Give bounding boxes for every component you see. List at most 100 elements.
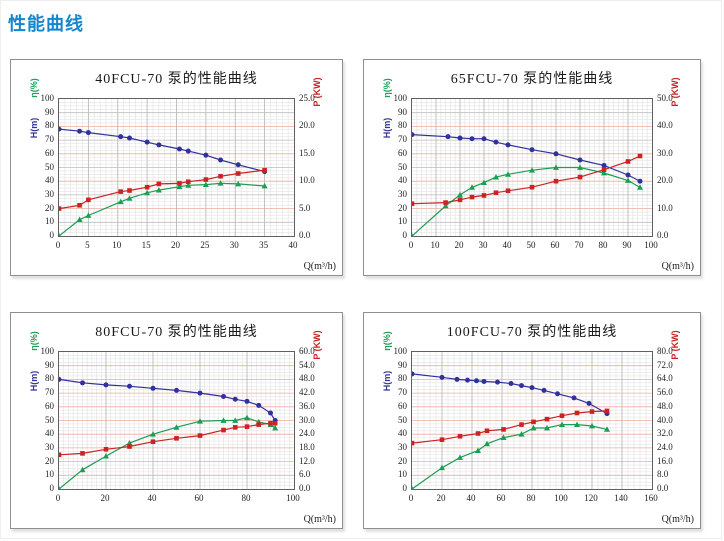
- right-axis-tick-label: 10.0: [657, 202, 673, 213]
- x-axis-tick-label: 0: [408, 240, 414, 250]
- pump-curve-chart-40fcu70: 40FCU-70 泵的性能曲线 η(%) H(m) P (KW) Q(m³/h)…: [10, 59, 343, 276]
- right-axis-tick-label: 56.0: [657, 387, 673, 398]
- x-axis-tick-label: 120: [584, 493, 598, 503]
- x-axis-tick-label: 50: [526, 240, 536, 250]
- chart-canvas: [59, 99, 294, 236]
- right-axis-tick-label: 6.0: [299, 469, 311, 480]
- x-axis-tick-label: 0: [55, 240, 61, 250]
- right-axis-tick-label: 30.0: [657, 147, 673, 158]
- left-axis-tick-label: 80: [45, 120, 54, 131]
- left-axis-tick-label: 60: [45, 147, 54, 158]
- x-axis-tick-label: 60: [550, 240, 560, 250]
- left-axis-tick-label: 20: [45, 202, 54, 213]
- left-axis-tick-label: 0: [49, 230, 55, 240]
- x-axis-tick-label: 80: [241, 493, 251, 503]
- left-axis-tick-label: 100: [40, 93, 55, 103]
- left-axis-tick-label: 80: [45, 373, 54, 384]
- pump-curve-chart-100fcu70: 100FCU-70 泵的性能曲线 η(%) H(m) P (KW) Q(m³/h…: [363, 312, 701, 529]
- right-axis-tick-label: 10.0: [299, 175, 315, 186]
- left-axis-tick-label: 100: [40, 346, 55, 356]
- x-axis-tick-label: 60: [496, 493, 506, 503]
- x-axis-tick-label: 20: [171, 240, 180, 250]
- x-axis-tick-label: 40: [288, 240, 298, 250]
- pump-curve-chart-65fcu70: 65FCU-70 泵的性能曲线 η(%) H(m) P (KW) Q(m³/h)…: [363, 59, 701, 276]
- charts-grid: 40FCU-70 泵的性能曲线 η(%) H(m) P (KW) Q(m³/h)…: [10, 59, 701, 529]
- x-axis-label: Q(m³/h): [303, 514, 336, 525]
- plot-area: [58, 351, 295, 490]
- left-axis-tick-label: 70: [398, 387, 407, 398]
- right-axis-tick-label: 48.0: [657, 400, 673, 411]
- x-axis-tick-label: 80: [526, 493, 536, 503]
- x-axis-tick-label: 0: [408, 493, 414, 503]
- x-axis-tick-label: 15: [141, 240, 151, 250]
- left-axis-tick-label: 40: [398, 175, 407, 186]
- left-axis-tick-label: 80: [398, 373, 407, 384]
- chart-title: 40FCU-70 泵的性能曲线: [95, 72, 258, 87]
- x-axis-tick-label: 10: [430, 240, 440, 250]
- plot-area: [58, 98, 295, 237]
- right-axis-tick-label: 0.0: [657, 230, 669, 240]
- x-axis-tick-label: 160: [644, 493, 658, 503]
- x-axis-label: Q(m³/h): [661, 261, 694, 272]
- x-axis-tick-label: 90: [622, 240, 632, 250]
- left-axis-tick-label: 20: [398, 455, 407, 466]
- right-axis-tick-label: 54.0: [299, 359, 315, 370]
- x-axis-tick-label: 35: [259, 240, 269, 250]
- right-axis-tick-label: 36.0: [299, 400, 315, 411]
- left-axis-tick-label: 50: [398, 161, 407, 172]
- right-axis-tick-label: 64.0: [657, 373, 673, 384]
- x-axis-tick-label: 100: [286, 493, 300, 503]
- right-axis-tick-label: 50.0: [657, 93, 673, 103]
- left-axis-tick-label: 30: [398, 188, 407, 199]
- chart-canvas: [412, 352, 652, 489]
- left-axis-tick-label: 70: [398, 134, 407, 145]
- left-axis-tick-label: 70: [45, 134, 54, 145]
- right-axis-tick-label: 32.0: [657, 428, 673, 439]
- left-axis-tick-label: 100: [393, 93, 408, 103]
- chart-canvas: [59, 352, 294, 489]
- right-axis-power-label: P (KW): [312, 77, 322, 107]
- x-axis-tick-label: 70: [574, 240, 584, 250]
- left-axis-tick-label: 10: [45, 216, 54, 227]
- x-axis-tick-label: 30: [229, 240, 239, 250]
- left-axis-tick-label: 0: [49, 483, 55, 493]
- right-axis-tick-label: 20.0: [657, 175, 673, 186]
- right-axis-tick-label: 20.0: [299, 120, 315, 131]
- right-axis-tick-label: 0.0: [299, 230, 311, 240]
- right-axis-tick-label: 42.0: [299, 387, 315, 398]
- right-axis-tick-label: 16.0: [657, 455, 673, 466]
- left-axis-tick-label: 60: [398, 147, 407, 158]
- left-axis-tick-label: 40: [45, 175, 54, 186]
- right-axis-power-label: P (KW): [670, 77, 680, 107]
- left-axis-tick-label: 100: [393, 346, 408, 356]
- left-axis-tick-label: 10: [45, 469, 54, 480]
- plot-area: [411, 351, 653, 490]
- left-axis-tick-label: 50: [398, 414, 407, 425]
- chart-canvas: [412, 99, 652, 236]
- left-axis-tick-label: 50: [45, 414, 54, 425]
- plot-area: [411, 98, 653, 237]
- x-axis-tick-label: 100: [554, 493, 568, 503]
- right-axis-tick-label: 72.0: [657, 359, 673, 370]
- left-axis-tick-label: 90: [45, 359, 54, 370]
- x-axis-tick-label: 0: [55, 493, 61, 503]
- left-axis-tick-label: 80: [398, 120, 407, 131]
- right-axis-tick-label: 40.0: [657, 120, 673, 131]
- x-axis-tick-label: 60: [194, 493, 204, 503]
- right-axis-tick-label: 5.0: [299, 202, 311, 213]
- page-title: 性能曲线: [8, 14, 84, 34]
- x-axis-tick-label: 40: [466, 493, 476, 503]
- right-axis-tick-label: 12.0: [299, 455, 315, 466]
- x-axis-tick-label: 40: [147, 493, 157, 503]
- left-axis-tick-label: 10: [398, 216, 407, 227]
- x-axis-tick-label: 25: [200, 240, 210, 250]
- right-axis-tick-label: 40.0: [657, 414, 673, 425]
- x-axis-tick-label: 10: [112, 240, 122, 250]
- left-axis-tick-label: 90: [398, 106, 407, 117]
- x-axis-tick-label: 20: [454, 240, 464, 250]
- left-axis-tick-label: 60: [398, 400, 407, 411]
- chart-title: 80FCU-70 泵的性能曲线: [95, 325, 258, 340]
- right-axis-tick-label: 24.0: [299, 428, 315, 439]
- left-axis-tick-label: 0: [402, 483, 408, 493]
